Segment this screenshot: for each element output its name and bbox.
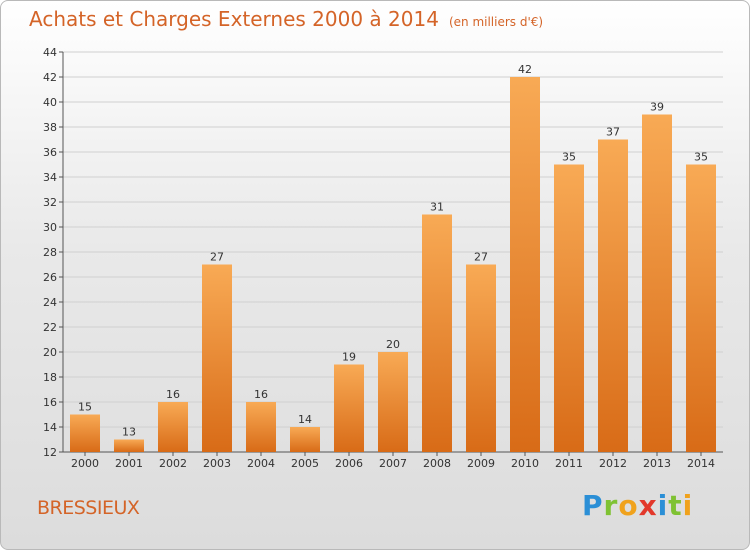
y-tick-label: 12: [43, 446, 57, 459]
x-tick-label-2011: 2011: [555, 457, 583, 470]
bar-2010: [510, 77, 540, 452]
chart-unit: (en milliers d'€): [448, 15, 544, 29]
y-tick-label: 36: [43, 146, 57, 159]
bar-2001: [114, 439, 144, 452]
y-tick-label: 24: [43, 296, 57, 309]
proxiti-logo: Proxiti: [582, 489, 694, 522]
y-tick-label: 20: [43, 346, 57, 359]
data-labels: 15 13 16 27 16 14 19 20 31 27 42 35 37 39 35: [78, 63, 708, 439]
data-label-2010: 42: [518, 63, 532, 76]
bar-2002: [158, 402, 188, 452]
data-label-2005: 14: [298, 413, 312, 426]
x-tick-label-2002: 2002: [159, 457, 187, 470]
bar-2004: [246, 402, 276, 452]
bar-2014: [686, 164, 716, 452]
x-tick-label-2007: 2007: [379, 457, 407, 470]
data-label-2003: 27: [210, 251, 224, 264]
bar-2012: [598, 139, 628, 452]
x-tick-label-2010: 2010: [511, 457, 539, 470]
data-label-2012: 37: [606, 126, 620, 139]
bar-2006: [334, 364, 364, 452]
data-label-2001: 13: [122, 426, 136, 439]
data-label-2008: 31: [430, 201, 444, 214]
bar-2009: [466, 264, 496, 452]
y-tick-label: 34: [43, 171, 57, 184]
y-tick-label: 42: [43, 71, 57, 84]
y-tick-label: 16: [43, 396, 57, 409]
chart-title: Achats et Charges Externes 2000 à 2014 (e…: [29, 7, 543, 31]
y-tick-label: 44: [43, 46, 57, 59]
bar-2013: [642, 114, 672, 452]
bar-2008: [422, 214, 452, 452]
y-tick-label: 26: [43, 271, 57, 284]
y-tick-label: 14: [43, 421, 57, 434]
bars: [70, 77, 716, 452]
x-tick-label-2014: 2014: [687, 457, 715, 470]
x-tick-label-2001: 2001: [115, 457, 143, 470]
y-tick-label: 18: [43, 371, 57, 384]
data-label-2014: 35: [694, 151, 708, 164]
x-tick-label-2006: 2006: [335, 457, 363, 470]
bar-2003: [202, 264, 232, 452]
x-tick-labels: 2000 2001 2002 2003 2004 2005 2006 2007 2008 2009…: [71, 452, 715, 470]
x-tick-label-2013: 2013: [643, 457, 671, 470]
y-tick-labels: 12 14 16 18 20 22 24 26 28 30 32 34 36 38 40 42 44: [43, 46, 57, 459]
data-label-2006: 19: [342, 351, 356, 364]
y-tick-label: 32: [43, 196, 57, 209]
y-tick-label: 40: [43, 96, 57, 109]
bar-2000: [70, 414, 100, 452]
commune-name: BRESSIEUX: [37, 497, 140, 519]
x-tick-label-2012: 2012: [599, 457, 627, 470]
data-label-2002: 16: [166, 388, 180, 401]
chart-title-text: Achats et Charges Externes 2000 à 2014: [29, 7, 439, 31]
bar-2011: [554, 164, 584, 452]
x-tick-label-2005: 2005: [291, 457, 319, 470]
bar-2005: [290, 427, 320, 452]
data-label-2013: 39: [650, 101, 664, 114]
data-label-2011: 35: [562, 151, 576, 164]
x-tick-label-2008: 2008: [423, 457, 451, 470]
y-tick-label: 22: [43, 321, 57, 334]
x-tick-label-2009: 2009: [467, 457, 495, 470]
data-label-2000: 15: [78, 401, 92, 414]
y-tick-label: 38: [43, 121, 57, 134]
x-tick-label-2004: 2004: [247, 457, 275, 470]
data-label-2007: 20: [386, 338, 400, 351]
y-tick-label: 28: [43, 246, 57, 259]
data-label-2009: 27: [474, 251, 488, 264]
bar-2007: [378, 352, 408, 452]
x-tick-label-2003: 2003: [203, 457, 231, 470]
data-label-2004: 16: [254, 388, 268, 401]
x-tick-label-2000: 2000: [71, 457, 99, 470]
y-tick-label: 30: [43, 221, 57, 234]
